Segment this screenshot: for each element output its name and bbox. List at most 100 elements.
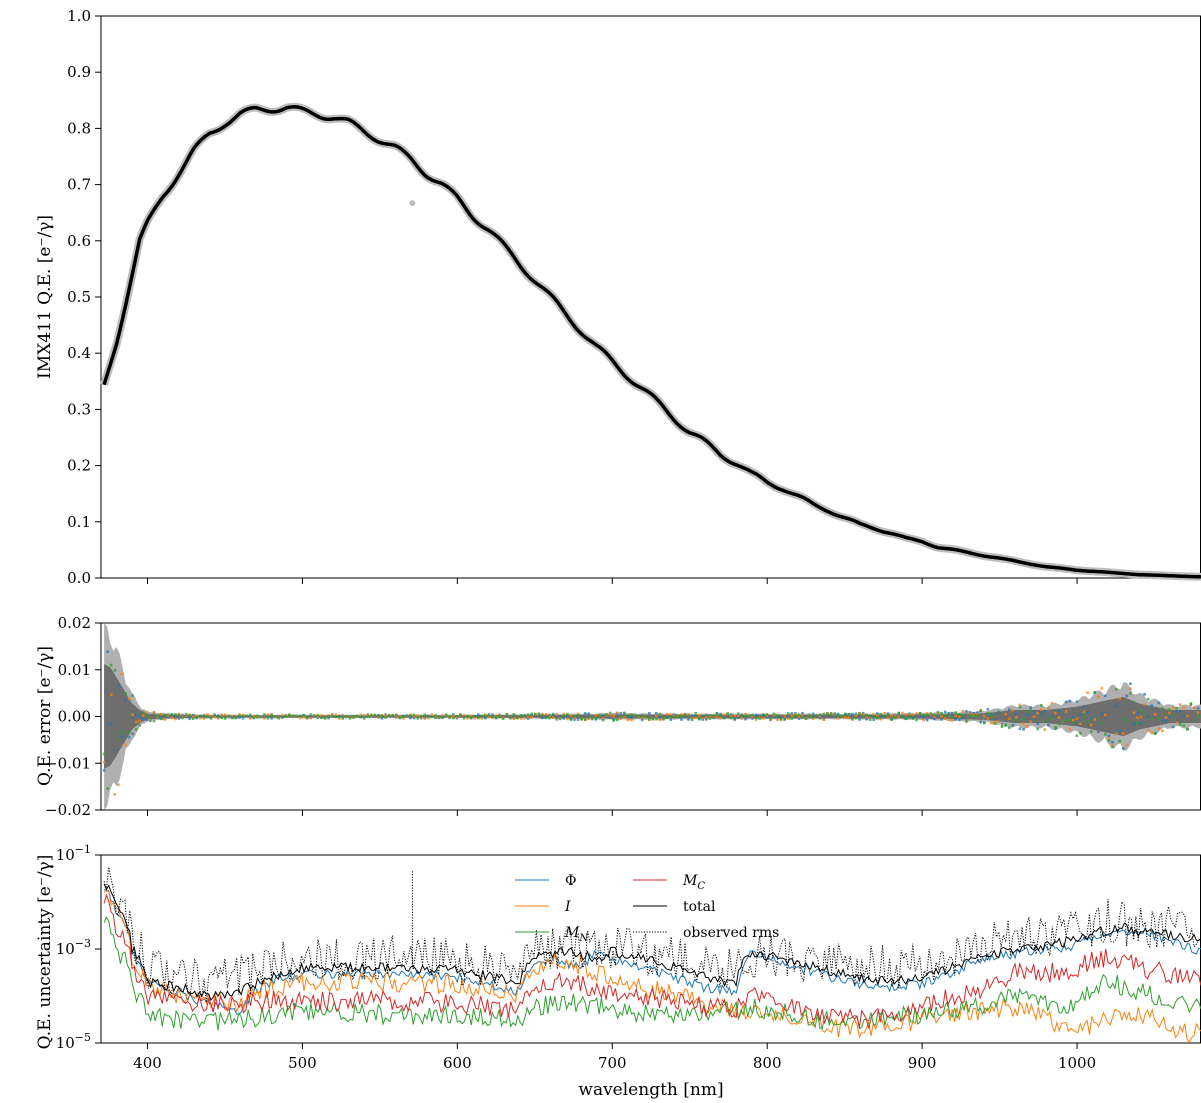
error-point xyxy=(181,715,184,718)
error-point xyxy=(120,672,124,676)
error-point xyxy=(248,713,252,717)
error-point xyxy=(972,714,975,718)
error-point xyxy=(1136,716,1139,720)
error-point xyxy=(387,714,391,717)
error-point xyxy=(954,714,957,718)
error-point xyxy=(879,715,883,719)
error-point xyxy=(1168,711,1171,715)
error-point xyxy=(1107,734,1111,738)
error-point xyxy=(983,714,986,718)
error-point xyxy=(412,713,416,717)
error-point xyxy=(341,717,345,720)
error-point xyxy=(669,713,672,716)
error-point xyxy=(402,715,405,719)
error-point xyxy=(719,712,722,716)
error-point xyxy=(1082,716,1086,719)
error-point xyxy=(398,714,402,718)
error-point xyxy=(701,716,704,720)
error-point xyxy=(109,663,113,667)
error-point xyxy=(751,713,754,717)
error-point xyxy=(1040,712,1043,715)
error-point xyxy=(270,717,273,720)
error-point xyxy=(184,713,188,716)
error-point xyxy=(423,717,427,720)
error-point xyxy=(181,716,184,720)
error-point xyxy=(534,712,537,716)
error-point xyxy=(558,717,562,721)
error-point xyxy=(145,714,149,718)
error-point xyxy=(523,716,526,720)
error-point xyxy=(256,714,259,717)
error-point xyxy=(234,716,238,719)
error-point xyxy=(313,714,316,717)
error-point xyxy=(1032,711,1036,714)
error-point xyxy=(1007,717,1011,720)
error-point xyxy=(954,711,957,714)
error-point xyxy=(861,713,865,716)
error-point xyxy=(687,713,690,716)
unc-series-M_C xyxy=(103,893,1201,1029)
error-point xyxy=(352,715,355,718)
error-point xyxy=(1079,731,1082,735)
error-point xyxy=(1196,715,1200,719)
error-point xyxy=(854,712,858,716)
error-point xyxy=(975,714,979,717)
error-point xyxy=(1007,708,1011,711)
error-point xyxy=(1118,697,1121,700)
error-point xyxy=(131,694,134,697)
error-point xyxy=(929,712,933,715)
error-point xyxy=(961,714,965,717)
error-point xyxy=(1072,716,1075,719)
error-point xyxy=(566,716,569,719)
error-point xyxy=(551,716,555,719)
error-point xyxy=(1171,706,1175,710)
error-point xyxy=(1022,717,1025,720)
error-point xyxy=(227,714,231,717)
error-point xyxy=(587,717,590,721)
error-point xyxy=(530,712,533,716)
error-point xyxy=(1161,729,1164,733)
error-point xyxy=(876,716,879,720)
error-point xyxy=(1047,723,1050,727)
error-point xyxy=(298,716,302,720)
error-point xyxy=(544,715,548,718)
error-point xyxy=(1097,695,1100,698)
error-point xyxy=(395,716,398,719)
error-point xyxy=(747,714,751,718)
error-point xyxy=(1143,713,1146,716)
error-point xyxy=(509,717,512,720)
error-point xyxy=(1175,707,1178,710)
error-point xyxy=(537,712,541,716)
error-point xyxy=(1011,719,1015,722)
error-point xyxy=(801,716,804,719)
error-point xyxy=(281,716,284,719)
error-point xyxy=(744,713,747,716)
error-point xyxy=(705,713,708,717)
error-point xyxy=(790,714,794,718)
error-point xyxy=(1036,722,1039,725)
error-point xyxy=(163,718,166,721)
error-point xyxy=(1015,719,1018,722)
error-point xyxy=(127,731,131,734)
error-point xyxy=(979,709,982,713)
error-point xyxy=(224,713,227,717)
error-point xyxy=(583,712,587,715)
error-point xyxy=(993,722,997,725)
error-point xyxy=(797,713,801,716)
error-point xyxy=(266,717,270,720)
error-point xyxy=(216,715,220,719)
error-point xyxy=(362,714,366,717)
error-point xyxy=(1182,715,1186,718)
error-point xyxy=(637,715,640,718)
unc-xtick-label-600: 600 xyxy=(443,1054,472,1072)
error-point xyxy=(1061,719,1064,723)
error-point xyxy=(1025,725,1029,728)
error-point xyxy=(822,718,826,721)
error-point xyxy=(170,716,174,720)
error-point xyxy=(1097,730,1100,734)
error-point xyxy=(787,712,790,715)
unc-xtick-label-500: 500 xyxy=(288,1054,317,1072)
error-point xyxy=(940,715,943,718)
error-point xyxy=(145,710,149,714)
error-point xyxy=(1007,726,1011,729)
